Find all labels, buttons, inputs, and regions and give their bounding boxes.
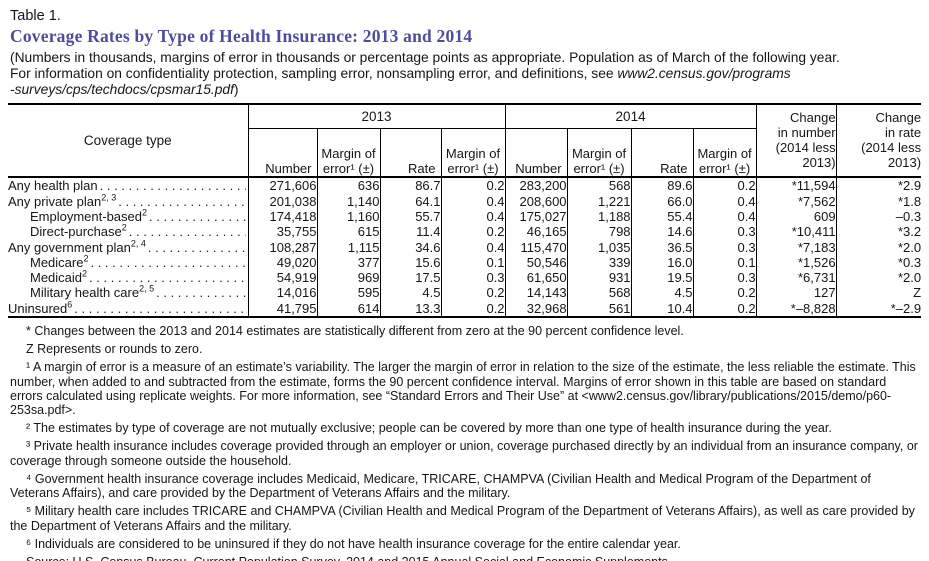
row-label-cell: Any private plan2, 3 xyxy=(8,193,249,209)
dot-leader xyxy=(149,209,245,224)
column-header-rate-margin-of-error-2014: Margin of error¹ (±) xyxy=(693,128,757,179)
column-header-rate-2014: Rate xyxy=(631,128,694,179)
row-label-cell: Employment-based2 xyxy=(8,208,249,225)
footnote-4: ⁴ Government health insurance coverage i… xyxy=(10,471,871,501)
dot-leader xyxy=(89,270,245,285)
column-header-coverage-type: Coverage type xyxy=(8,104,249,179)
column-header-change-in-rate: Change in rate (2014 less 2013) xyxy=(836,104,922,179)
dot-leader xyxy=(148,240,246,255)
header-group-row: Coverage type 2013 2014 Change in number… xyxy=(8,104,922,179)
footnote-2: ² The estimates by type of coverage are … xyxy=(26,421,832,436)
row-label-cell: Any health plan xyxy=(8,177,249,194)
table-row-direct-purchase: Direct-purchase2 35,755 615 11.4 0.2 46,… xyxy=(8,223,921,240)
intro-text-line2: For information on confidentiality prote… xyxy=(10,65,618,81)
row-label-cell: Any government plan2, 4 xyxy=(8,239,249,255)
header-sub-row: Number Margin of error¹ (±) Rate Margin o… xyxy=(8,128,921,179)
intro-url-part1: www2.census.gov/programs xyxy=(617,65,791,81)
intro-text-line1: (Numbers in thousands, margins of error … xyxy=(10,50,840,65)
column-group-2014: 2014 xyxy=(505,104,757,130)
page-title: Coverage Rates by Type of Health Insuran… xyxy=(10,26,473,46)
column-group-2013: 2013 xyxy=(248,104,506,130)
row-label-cell: Medicaid2 xyxy=(8,269,249,286)
footnote-6: ⁶ Individuals are considered to be unins… xyxy=(26,536,681,551)
table-row-uninsured: Uninsured6 41,795 614 13.3 0.2 32,968 56… xyxy=(8,300,922,319)
column-header-rate-margin-of-error-2013: Margin of error¹ (±) xyxy=(441,128,506,179)
row-label-cell: Military health care2, 5 xyxy=(8,285,249,301)
footnote-asterisk: * Changes between the 2013 and 2014 esti… xyxy=(26,324,684,339)
table-row-any-government-plan: Any government plan2, 4 108,287 1,115 34… xyxy=(8,239,921,255)
source-line: Source: U.S. Census Bureau, Current Popu… xyxy=(10,555,921,561)
table-intro: (Numbers in thousands, margins of error … xyxy=(10,50,921,97)
footnote-1: ¹ A margin of error is a measure of an e… xyxy=(10,360,916,418)
intro-close-paren: ) xyxy=(233,81,239,97)
table-row-employment-based: Employment-based2 174,418 1,160 55.7 0.4… xyxy=(8,208,921,225)
column-header-margin-of-error-2014: Margin of error¹ (±) xyxy=(567,128,632,179)
column-header-margin-of-error-2013: Margin of error¹ (±) xyxy=(317,128,381,179)
row-label-cell: Direct-purchase2 xyxy=(8,223,249,240)
table-row-medicare: Medicare2 49,020 377 15.6 0.1 50,546 339… xyxy=(8,254,921,271)
dot-leader xyxy=(74,301,245,316)
dot-leader xyxy=(118,194,245,209)
table-row-military-health-care: Military health care2, 5 14,016 595 4.5 … xyxy=(8,285,921,301)
footnote-5: ⁵ Military health care includes TRICARE … xyxy=(10,504,915,533)
column-header-rate-2013: Rate xyxy=(380,128,442,179)
table-row-any-health-plan: Any health plan 271,606 636 86.7 0.2 283… xyxy=(8,177,921,194)
dot-leader xyxy=(156,285,245,300)
column-header-number-2013: Number xyxy=(248,128,318,179)
column-header-number-2014: Number xyxy=(505,128,568,179)
table-row-medicaid: Medicaid2 54,919 969 17.5 0.3 61,650 931… xyxy=(8,269,921,286)
row-label-cell: Medicare2 xyxy=(8,254,249,271)
table-row-any-private-plan: Any private plan2, 3 201,038 1,140 64.1 … xyxy=(8,193,921,209)
column-header-change-in-number: Change in number (2014 less 2013) xyxy=(756,104,837,179)
dot-leader xyxy=(90,255,245,270)
dot-leader xyxy=(100,178,246,193)
coverage-rates-table: Coverage type 2013 2014 Change in number… xyxy=(8,103,922,319)
footnotes-section: * Changes between the 2013 and 2014 esti… xyxy=(10,324,921,561)
table-number-label: Table 1. xyxy=(10,8,61,24)
footnote-z: Z Represents or rounds to zero. xyxy=(26,342,203,357)
dot-leader xyxy=(129,224,246,239)
row-label-cell: Uninsured6 xyxy=(8,300,249,319)
intro-url-part2: -surveys/cps/techdocs/cpsmar15.pdf xyxy=(10,81,234,97)
footnote-3: ³ Private health insurance includes cove… xyxy=(10,439,918,468)
